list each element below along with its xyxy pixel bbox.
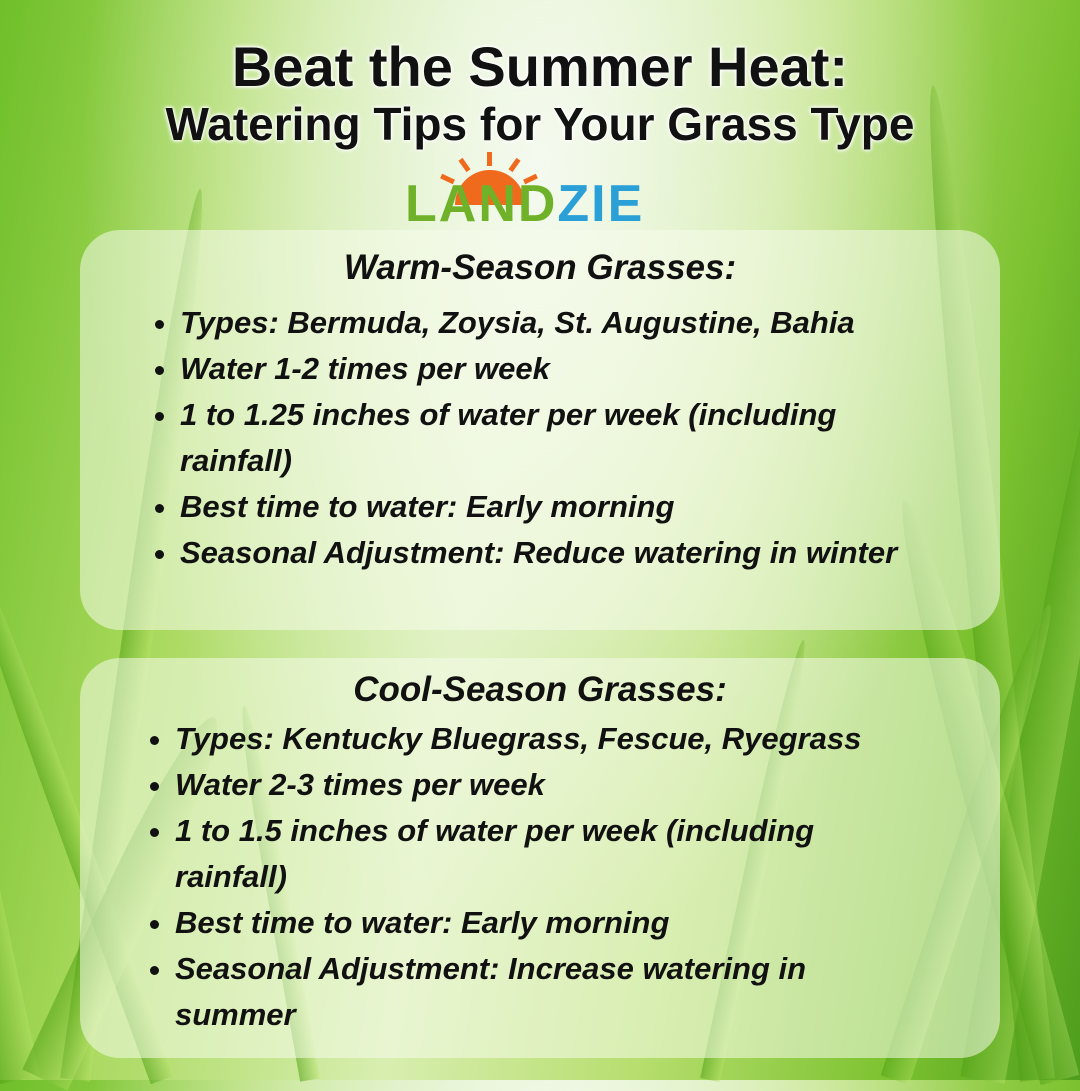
list-item: Water 2-3 times per week bbox=[175, 762, 1000, 808]
logo-text-zie: ZIE bbox=[557, 175, 645, 233]
landzie-logo: LANDZIE bbox=[400, 150, 680, 233]
list-item: 1 to 1.25 inches of water per week (incl… bbox=[180, 392, 940, 484]
list-item: Best time to water: Early morning bbox=[180, 484, 1000, 530]
list-item: Best time to water: Early morning bbox=[175, 900, 1000, 946]
cool-season-card: Cool-Season Grasses: Types: Kentucky Blu… bbox=[80, 658, 1000, 1058]
list-item: Types: Bermuda, Zoysia, St. Augustine, B… bbox=[180, 300, 1000, 346]
list-item: Water 1-2 times per week bbox=[180, 346, 1000, 392]
warm-season-list: Types: Bermuda, Zoysia, St. Augustine, B… bbox=[80, 300, 1000, 576]
cool-season-heading: Cool-Season Grasses: bbox=[353, 670, 727, 709]
title-line-2: Watering Tips for Your Grass Type bbox=[165, 98, 915, 150]
list-item: Seasonal Adjustment: Increase watering i… bbox=[175, 946, 895, 1038]
page-title: Beat the Summer Heat: Watering Tips for … bbox=[0, 35, 1080, 151]
list-item: Types: Kentucky Bluegrass, Fescue, Ryegr… bbox=[175, 716, 1000, 762]
cool-season-list: Types: Kentucky Bluegrass, Fescue, Ryegr… bbox=[80, 716, 1000, 1038]
list-item: 1 to 1.5 inches of water per week (inclu… bbox=[175, 808, 915, 900]
list-item: Seasonal Adjustment: Reduce watering in … bbox=[180, 530, 900, 576]
warm-season-heading: Warm-Season Grasses: bbox=[343, 248, 737, 287]
warm-season-card: Warm-Season Grasses: Types: Bermuda, Zoy… bbox=[80, 230, 1000, 630]
title-line-1: Beat the Summer Heat: bbox=[231, 35, 849, 98]
logo-text-land: LAND bbox=[405, 175, 558, 233]
